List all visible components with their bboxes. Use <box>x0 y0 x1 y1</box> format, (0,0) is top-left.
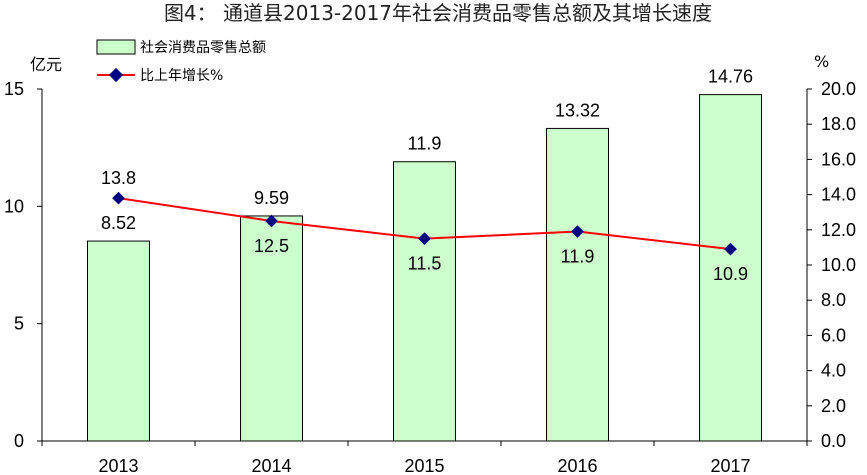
legend-line-label: 比上年增长% <box>140 68 223 84</box>
bar <box>699 94 762 442</box>
bar <box>240 215 303 442</box>
right-tick-label: 2.0 <box>821 396 846 416</box>
growth-value-label: 11.5 <box>408 254 442 274</box>
bar-value-label: 11.9 <box>408 134 442 154</box>
right-axis-unit: % <box>814 52 829 71</box>
chart-title: 图4： 通道县2013-2017年社会消费品零售总额及其增长速度 <box>164 1 712 25</box>
growth-value-label: 12.5 <box>254 236 289 256</box>
x-tick-label: 2017 <box>710 456 750 475</box>
bar-value-label: 9.59 <box>254 188 289 208</box>
growth-value-label: 13.8 <box>101 168 136 188</box>
left-tick-label: 0 <box>14 431 24 451</box>
legend-line-marker <box>108 67 124 83</box>
legend: 社会消费品零售总额 比上年增长% <box>96 39 266 84</box>
bar-value-label: 8.52 <box>101 213 136 233</box>
right-tick-label: 8.0 <box>821 290 846 310</box>
legend-bar-label: 社会消费品零售总额 <box>140 40 266 56</box>
x-tick-label: 2015 <box>404 456 444 475</box>
growth-value-label: 10.9 <box>713 264 748 284</box>
bar <box>546 127 609 442</box>
x-tick-label: 2013 <box>98 456 138 475</box>
bars <box>87 94 762 442</box>
growth-marker <box>418 232 431 245</box>
left-tick-label: 10 <box>4 196 24 216</box>
left-axis-unit: 亿元 <box>30 55 62 74</box>
bar <box>393 161 456 442</box>
legend-bar-swatch <box>96 39 136 55</box>
bar-value-label: 14.76 <box>708 67 753 87</box>
axes: 0 5 10 15 0.0 2.0 4.0 6.0 8.0 10.0 12.0 14.0 16.0 18.… <box>4 79 856 475</box>
right-tick-label: 6.0 <box>821 325 846 345</box>
x-tick-label: 2014 <box>251 456 291 475</box>
right-tick-label: 16.0 <box>821 149 856 169</box>
left-tick-label: 5 <box>14 314 24 334</box>
bar <box>87 240 150 442</box>
right-tick-label: 20.0 <box>821 79 856 99</box>
x-tick-label: 2016 <box>557 456 597 475</box>
growth-marker <box>265 214 278 228</box>
left-tick-label: 15 <box>4 79 24 99</box>
growth-marker <box>112 191 125 205</box>
bar-value-label: 13.32 <box>555 100 600 120</box>
right-tick-label: 4.0 <box>821 361 846 381</box>
growth-value-label: 11.9 <box>561 247 595 267</box>
right-tick-label: 18.0 <box>821 114 856 134</box>
right-tick-label: 10.0 <box>821 255 856 275</box>
data-labels: 8.52 9.59 11.9 13.32 14.76 13.8 12.5 11.5 11.9 10… <box>101 67 753 285</box>
right-tick-label: 12.0 <box>821 220 856 240</box>
right-tick-label: 0.0 <box>821 431 846 451</box>
right-tick-label: 14.0 <box>821 185 856 205</box>
